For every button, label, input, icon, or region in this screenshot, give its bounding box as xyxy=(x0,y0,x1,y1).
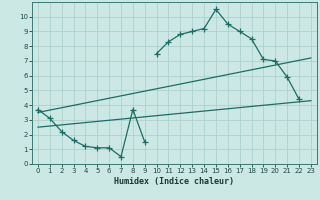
X-axis label: Humidex (Indice chaleur): Humidex (Indice chaleur) xyxy=(115,177,234,186)
